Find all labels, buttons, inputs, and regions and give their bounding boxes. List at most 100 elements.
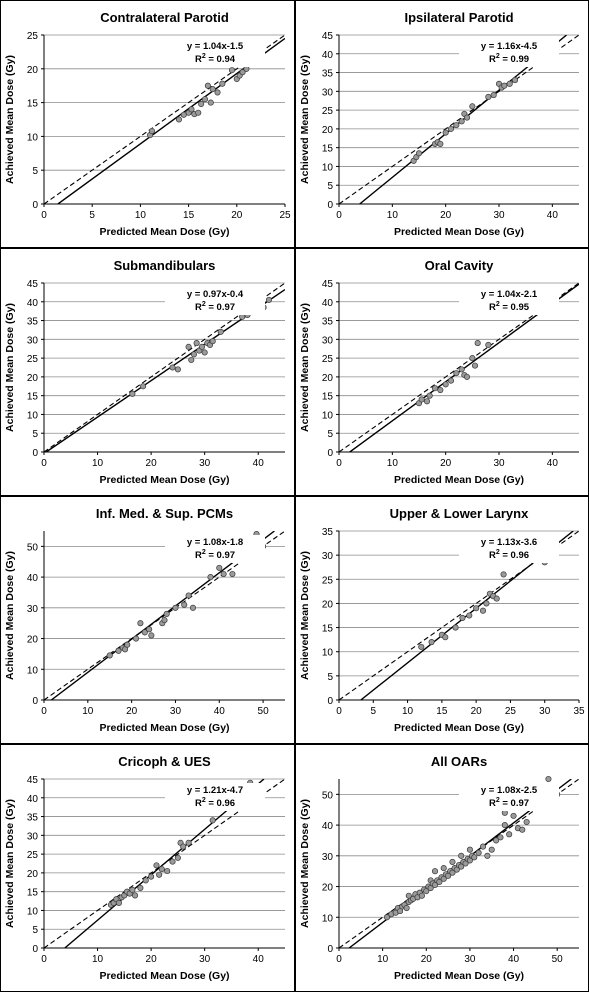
y-tick-label: 50 [27, 542, 39, 553]
x-tick-label: 30 [464, 954, 476, 965]
data-point [185, 343, 192, 350]
x-tick-label: 10 [377, 954, 389, 965]
r-squared: R2 = 0.96 [195, 797, 235, 809]
r-squared: R2 = 0.97 [489, 797, 529, 809]
x-axis-label: Predicted Mean Dose (Gy) [99, 474, 229, 486]
data-point [437, 140, 444, 147]
data-point [137, 884, 144, 891]
data-point [437, 386, 444, 394]
equation-bg [459, 39, 559, 67]
data-point [447, 125, 455, 132]
x-tick-label: 0 [336, 210, 342, 221]
r-squared-prefix: R [489, 550, 496, 561]
data-point [453, 370, 460, 377]
y-tick-label: 35 [27, 317, 39, 328]
data-point [239, 69, 246, 76]
data-point [459, 614, 466, 621]
data-point [174, 854, 181, 861]
y-tick-label: 5 [32, 429, 38, 440]
x-tick-label: 40 [547, 458, 559, 469]
r-squared-prefix: R [489, 798, 496, 809]
data-point [180, 843, 187, 850]
data-point [115, 647, 122, 654]
y-tick-label: 20 [322, 599, 334, 610]
data-point [466, 846, 473, 853]
x-tick-label: 0 [41, 458, 47, 469]
y-tick-label: 5 [32, 925, 38, 936]
r-squared-value: = 0.97 [500, 798, 529, 809]
y-axis-label: Achieved Mean Dose (Gy) [299, 55, 311, 184]
data-point [169, 858, 176, 865]
fit-equation: y = 1.04x-2.1 [481, 289, 538, 300]
data-point [510, 812, 517, 819]
data-point [442, 381, 449, 388]
x-axis-label: Predicted Mean Dose (Gy) [394, 474, 524, 486]
data-point [140, 383, 147, 390]
y-tick-label: 30 [27, 604, 39, 615]
y-tick-label: 10 [322, 913, 334, 924]
data-point [431, 868, 439, 875]
data-point [479, 843, 487, 850]
data-point [164, 867, 171, 875]
y-tick-label: 35 [322, 317, 334, 328]
y-tick-label: 40 [322, 50, 334, 61]
chart-panel-1: Contralateral Parotid 0 5 10 15 20 25 0 5 10 15 20 2… [0, 0, 295, 248]
equation-bg [165, 783, 265, 811]
y-tick-label: 0 [32, 696, 38, 707]
x-tick-label: 50 [258, 706, 270, 717]
y-axis-label: Achieved Mean Dose (Gy) [4, 799, 16, 928]
data-point [209, 338, 216, 345]
equation-bg [165, 535, 265, 563]
x-axis-label: Predicted Mean Dose (Gy) [99, 970, 229, 982]
data-point [523, 818, 530, 826]
chart-title: Upper & Lower Larynx [390, 506, 529, 521]
data-point [106, 652, 113, 659]
data-point [415, 150, 423, 157]
x-tick-label: 40 [214, 706, 226, 717]
data-point [428, 639, 435, 646]
fit-equation: y = 1.13x-3.6 [481, 537, 537, 548]
data-point [204, 82, 211, 89]
y-tick-label: 45 [322, 279, 334, 290]
data-point [418, 643, 425, 650]
y-tick-label: 0 [327, 200, 333, 211]
r-squared-value: = 0.97 [206, 550, 235, 561]
x-tick-label: 30 [199, 954, 211, 965]
x-tick-label: 10 [387, 210, 399, 221]
x-tick-label: 10 [92, 954, 104, 965]
data-point [466, 612, 473, 619]
data-point [146, 626, 153, 633]
y-tick-label: 15 [27, 392, 39, 403]
data-point [475, 849, 482, 856]
data-point [488, 846, 495, 853]
data-point [506, 80, 513, 87]
data-point [458, 852, 465, 859]
y-axis-label: Achieved Mean Dose (Gy) [4, 303, 16, 432]
r-squared: R2 = 0.99 [489, 53, 529, 65]
r-squared: R2 = 0.97 [195, 301, 235, 313]
y-tick-label: 15 [322, 144, 334, 155]
x-tick-label: 30 [493, 458, 505, 469]
data-point [220, 570, 227, 578]
data-point [201, 349, 208, 356]
r-squared: R2 = 0.95 [489, 301, 530, 313]
data-point [473, 605, 480, 612]
data-point [447, 377, 455, 384]
x-tick-label: 0 [336, 458, 342, 469]
y-tick-label: 45 [322, 31, 334, 42]
fit-equation: y = 1.08x-2.5 [481, 785, 538, 796]
y-tick-label: 15 [27, 888, 39, 899]
chart-title: Ipsilateral Parotid [404, 10, 513, 25]
x-tick-label: 10 [402, 706, 414, 717]
r-squared-sup: 2 [202, 53, 206, 60]
chart-panel-2: Ipsilateral Parotid 0 5 10 15 20 25 30 35 40 45 0 10… [295, 0, 589, 248]
data-point [229, 570, 236, 578]
y-tick-label: 25 [27, 354, 39, 365]
y-tick-label: 40 [27, 794, 39, 805]
y-tick-label: 30 [322, 335, 334, 346]
x-tick-label: 20 [440, 210, 452, 221]
data-point [497, 834, 504, 841]
y-tick-label: 25 [322, 354, 334, 365]
x-tick-label: 0 [41, 706, 47, 717]
